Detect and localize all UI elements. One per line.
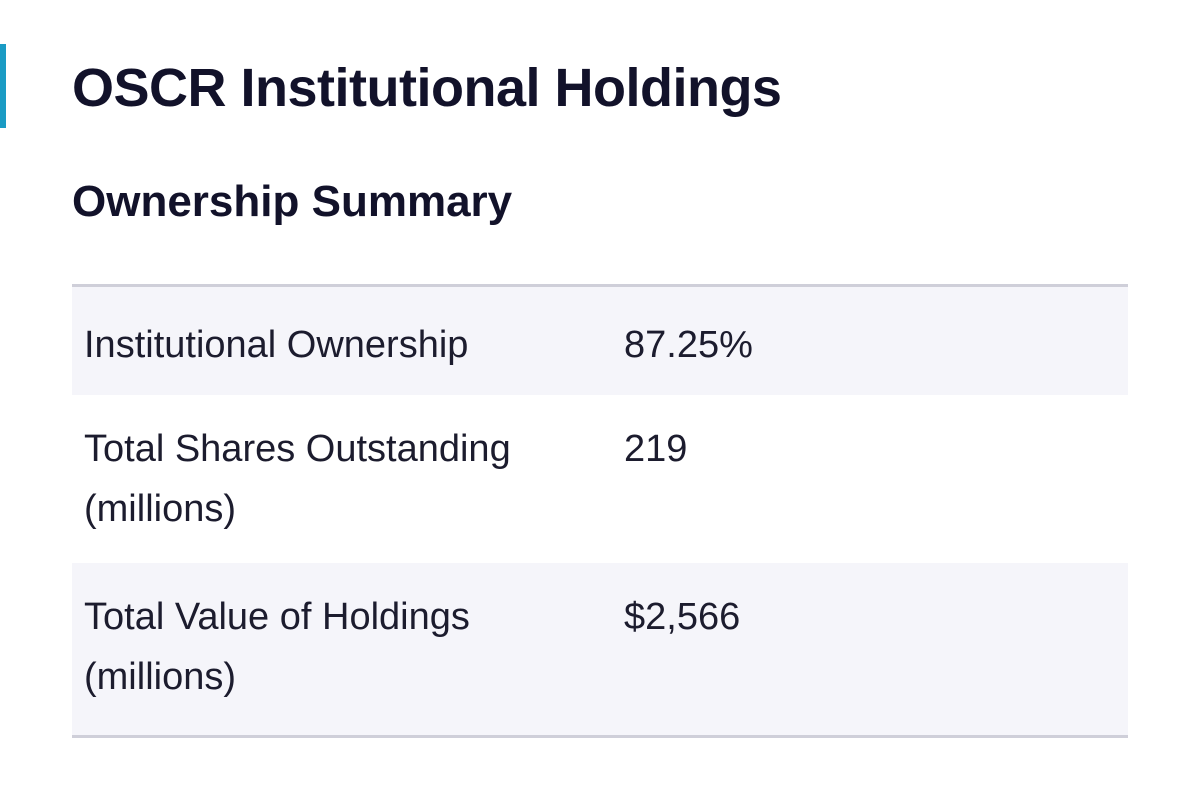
ownership-summary-table: Institutional Ownership 87.25% Total Sha… [72, 284, 1128, 738]
row-label: Total Value of Holdings (millions) [84, 596, 470, 698]
row-value: 219 [624, 428, 688, 470]
table-row: Total Shares Outstanding (millions) 219 [72, 395, 1128, 563]
row-label: Institutional Ownership [84, 324, 469, 366]
table-row: Institutional Ownership 87.25% [72, 285, 1128, 395]
title-accent-bar [0, 44, 6, 128]
table-row: Total Value of Holdings (millions) $2,56… [72, 563, 1128, 737]
row-label: Total Shares Outstanding (millions) [84, 428, 511, 530]
page-title: OSCR Institutional Holdings [72, 58, 782, 118]
ownership-summary-heading: Ownership Summary [72, 177, 513, 226]
row-value: $2,566 [624, 596, 741, 638]
row-value: 87.25% [624, 324, 753, 366]
